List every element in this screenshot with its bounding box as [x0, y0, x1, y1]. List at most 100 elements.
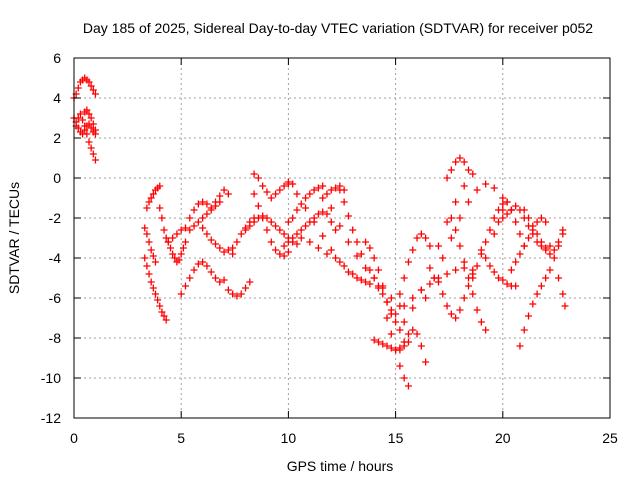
data-point [533, 230, 541, 238]
data-point [443, 270, 451, 278]
data-point [310, 186, 318, 194]
data-point [91, 90, 99, 98]
data-point [482, 180, 490, 188]
data-point [362, 278, 370, 286]
data-point [141, 254, 149, 262]
data-point [166, 244, 174, 252]
data-point [422, 358, 430, 366]
data-point [74, 114, 82, 122]
data-point [516, 230, 524, 238]
data-point [280, 230, 288, 238]
data-point [409, 246, 417, 254]
y-tick-label: -4 [49, 250, 62, 266]
data-point [151, 258, 159, 266]
data-point [297, 226, 305, 234]
data-point [469, 170, 477, 178]
data-point [529, 300, 537, 308]
y-axis-label: SDTVAR / TECUs [6, 182, 22, 294]
data-point [293, 206, 301, 214]
data-point [162, 316, 170, 324]
data-point [171, 254, 179, 262]
data-point [434, 278, 442, 286]
data-point [409, 304, 417, 312]
data-point [417, 230, 425, 238]
data-point [293, 240, 301, 248]
data-point [340, 262, 348, 270]
data-point [233, 292, 241, 300]
series-arc-28 [383, 314, 412, 390]
series-arc-38 [477, 246, 520, 290]
y-tick-label: 6 [53, 50, 61, 66]
data-point [242, 284, 250, 292]
data-point [314, 244, 322, 252]
data-point [353, 252, 361, 260]
data-point [469, 274, 477, 282]
data-point [229, 244, 237, 252]
data-point [143, 204, 151, 212]
data-point [149, 284, 157, 292]
data-point [409, 294, 417, 302]
data-point [344, 268, 352, 276]
data-point [542, 274, 550, 282]
data-point [447, 214, 455, 222]
x-tick-label: 0 [70, 430, 78, 446]
data-point [254, 174, 262, 182]
data-point [158, 308, 166, 316]
data-point [306, 238, 314, 246]
data-point [499, 200, 507, 208]
x-tick-label: 10 [281, 430, 297, 446]
data-point [332, 184, 340, 192]
data-point [383, 342, 391, 350]
series-arc-1 [70, 74, 99, 102]
data-point [327, 218, 335, 226]
data-point [503, 280, 511, 288]
data-point [392, 310, 400, 318]
data-point [396, 346, 404, 354]
data-point [537, 238, 545, 246]
data-point [323, 190, 331, 198]
data-point [83, 130, 91, 138]
data-point [289, 214, 297, 222]
data-point [447, 310, 455, 318]
data-point [216, 278, 224, 286]
data-point [490, 268, 498, 276]
data-point [306, 190, 314, 198]
data-point [344, 212, 352, 220]
data-point [336, 258, 344, 266]
data-point [559, 226, 567, 234]
data-point [203, 262, 211, 270]
data-point [422, 234, 430, 242]
data-point [366, 244, 374, 252]
series-arc-39 [490, 198, 528, 250]
data-point [85, 78, 93, 86]
data-point [85, 110, 93, 118]
data-point [512, 202, 520, 210]
data-point [537, 214, 545, 222]
data-point [79, 116, 87, 124]
data-point [237, 230, 245, 238]
data-point [194, 260, 202, 268]
data-point [370, 274, 378, 282]
data-point [83, 106, 91, 114]
data-point [186, 274, 194, 282]
data-point [276, 186, 284, 194]
data-point [207, 204, 215, 212]
data-point [177, 290, 185, 298]
y-tick-label: -10 [41, 370, 61, 386]
data-point [280, 252, 288, 260]
data-point [289, 234, 297, 242]
data-point [246, 222, 254, 230]
data-point [542, 246, 550, 254]
data-point [154, 296, 162, 304]
data-point [267, 194, 275, 202]
data-point [186, 214, 194, 222]
data-point [379, 290, 387, 298]
series-arc-35 [443, 154, 477, 182]
data-point [533, 218, 541, 226]
data-point [507, 266, 515, 274]
data-point [366, 280, 374, 288]
data-point [143, 262, 151, 270]
data-point [89, 120, 97, 128]
data-point [512, 218, 520, 226]
data-point [503, 210, 511, 218]
